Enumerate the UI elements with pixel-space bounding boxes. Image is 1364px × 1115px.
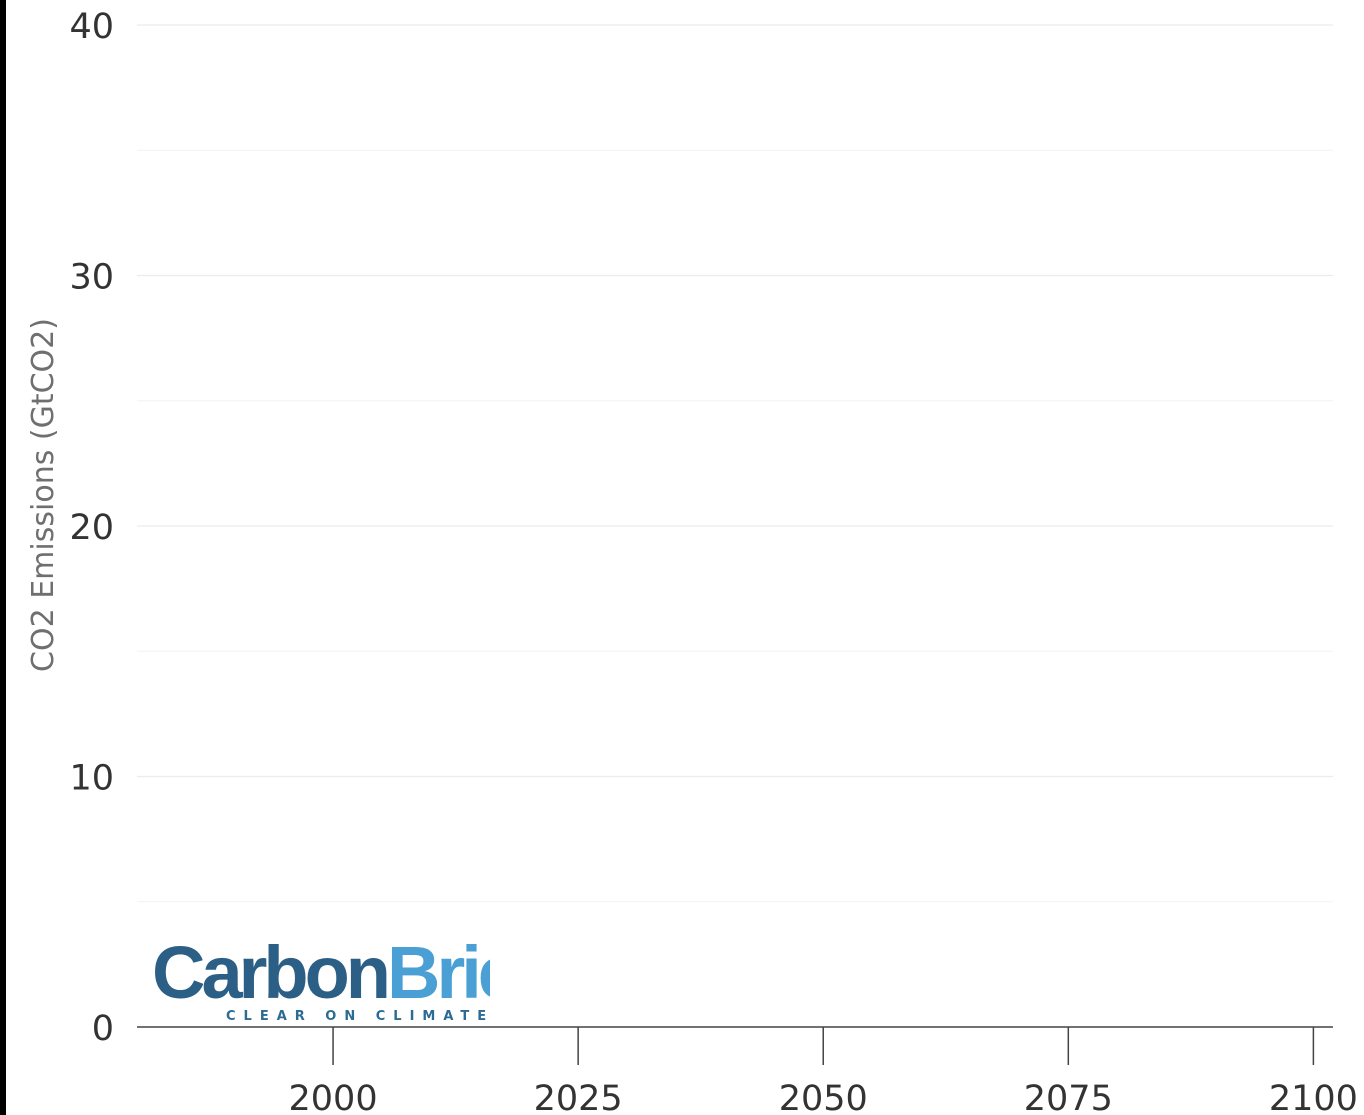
logo-word-brief: Brief bbox=[387, 931, 490, 1014]
logo-word-carbon: Carbon bbox=[152, 931, 387, 1014]
y-axis-title: CO2 Emissions (GtCO2) bbox=[26, 318, 61, 672]
x-tick-label-2075: 2075 bbox=[1024, 1079, 1113, 1115]
carbonbrief-logo: CarbonBrief CLEAR ON CLIMATE bbox=[152, 931, 490, 1024]
y-tick-label-10: 10 bbox=[69, 759, 114, 799]
y-tick-label-40: 40 bbox=[69, 7, 114, 47]
x-axis: 2000 2025 2050 2075 2100 bbox=[137, 1026, 1358, 1115]
y-tick-label-20: 20 bbox=[69, 508, 114, 548]
emissions-chart: 0 10 20 30 40 2000 2025 2050 2075 2100 CO2 Emiss… bbox=[26, 7, 1358, 1115]
logo-tagline: CLEAR ON CLIMATE bbox=[226, 1009, 490, 1024]
y-tick-label-30: 30 bbox=[69, 258, 114, 298]
x-tick-label-2000: 2000 bbox=[289, 1079, 378, 1115]
gridlines bbox=[137, 24, 1333, 903]
x-tick-label-2050: 2050 bbox=[779, 1079, 868, 1115]
chart-frame: 0 10 20 30 40 2000 2025 2050 2075 2100 CO2 Emiss… bbox=[6, 0, 1364, 1115]
logo-wordmark: CarbonBrief bbox=[152, 931, 490, 1014]
x-tick-label-2025: 2025 bbox=[534, 1079, 623, 1115]
x-tick-label-2100: 2100 bbox=[1269, 1079, 1358, 1115]
y-tick-label-0: 0 bbox=[92, 1009, 114, 1049]
y-axis-ticks: 0 10 20 30 40 bbox=[69, 7, 114, 1049]
